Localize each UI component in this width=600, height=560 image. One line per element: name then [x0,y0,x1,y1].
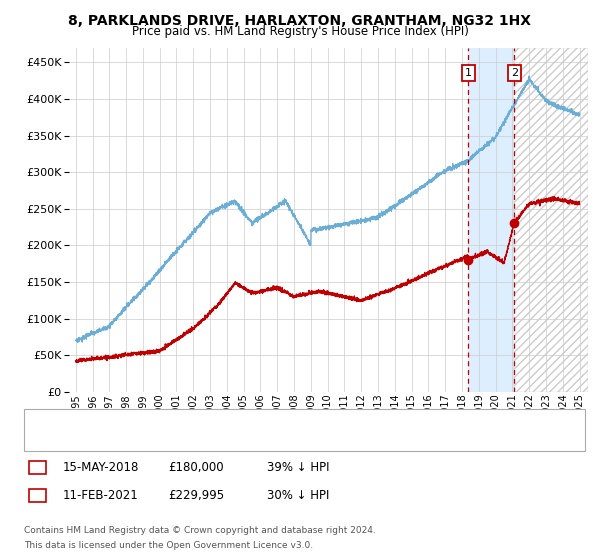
Text: 30% ↓ HPI: 30% ↓ HPI [267,489,329,502]
Text: 2: 2 [34,489,41,502]
Text: HPI: Average price, detached house, South Kesteven: HPI: Average price, detached house, Sout… [69,435,343,445]
Text: 11-FEB-2021: 11-FEB-2021 [63,489,139,502]
Text: 1: 1 [34,461,41,474]
Text: £180,000: £180,000 [168,461,224,474]
Text: Contains HM Land Registry data © Crown copyright and database right 2024.: Contains HM Land Registry data © Crown c… [24,526,376,535]
Text: 15-MAY-2018: 15-MAY-2018 [63,461,139,474]
Text: 8, PARKLANDS DRIVE, HARLAXTON, GRANTHAM, NG32 1HX (detached house): 8, PARKLANDS DRIVE, HARLAXTON, GRANTHAM,… [69,416,472,426]
Text: This data is licensed under the Open Government Licence v3.0.: This data is licensed under the Open Gov… [24,541,313,550]
Text: 2: 2 [511,68,518,78]
Text: £229,995: £229,995 [168,489,224,502]
Text: 39% ↓ HPI: 39% ↓ HPI [267,461,329,474]
Text: Price paid vs. HM Land Registry's House Price Index (HPI): Price paid vs. HM Land Registry's House … [131,25,469,38]
Text: 1: 1 [465,68,472,78]
Text: 8, PARKLANDS DRIVE, HARLAXTON, GRANTHAM, NG32 1HX: 8, PARKLANDS DRIVE, HARLAXTON, GRANTHAM,… [68,14,532,28]
Bar [514,48,588,392]
Bar [468,48,514,392]
